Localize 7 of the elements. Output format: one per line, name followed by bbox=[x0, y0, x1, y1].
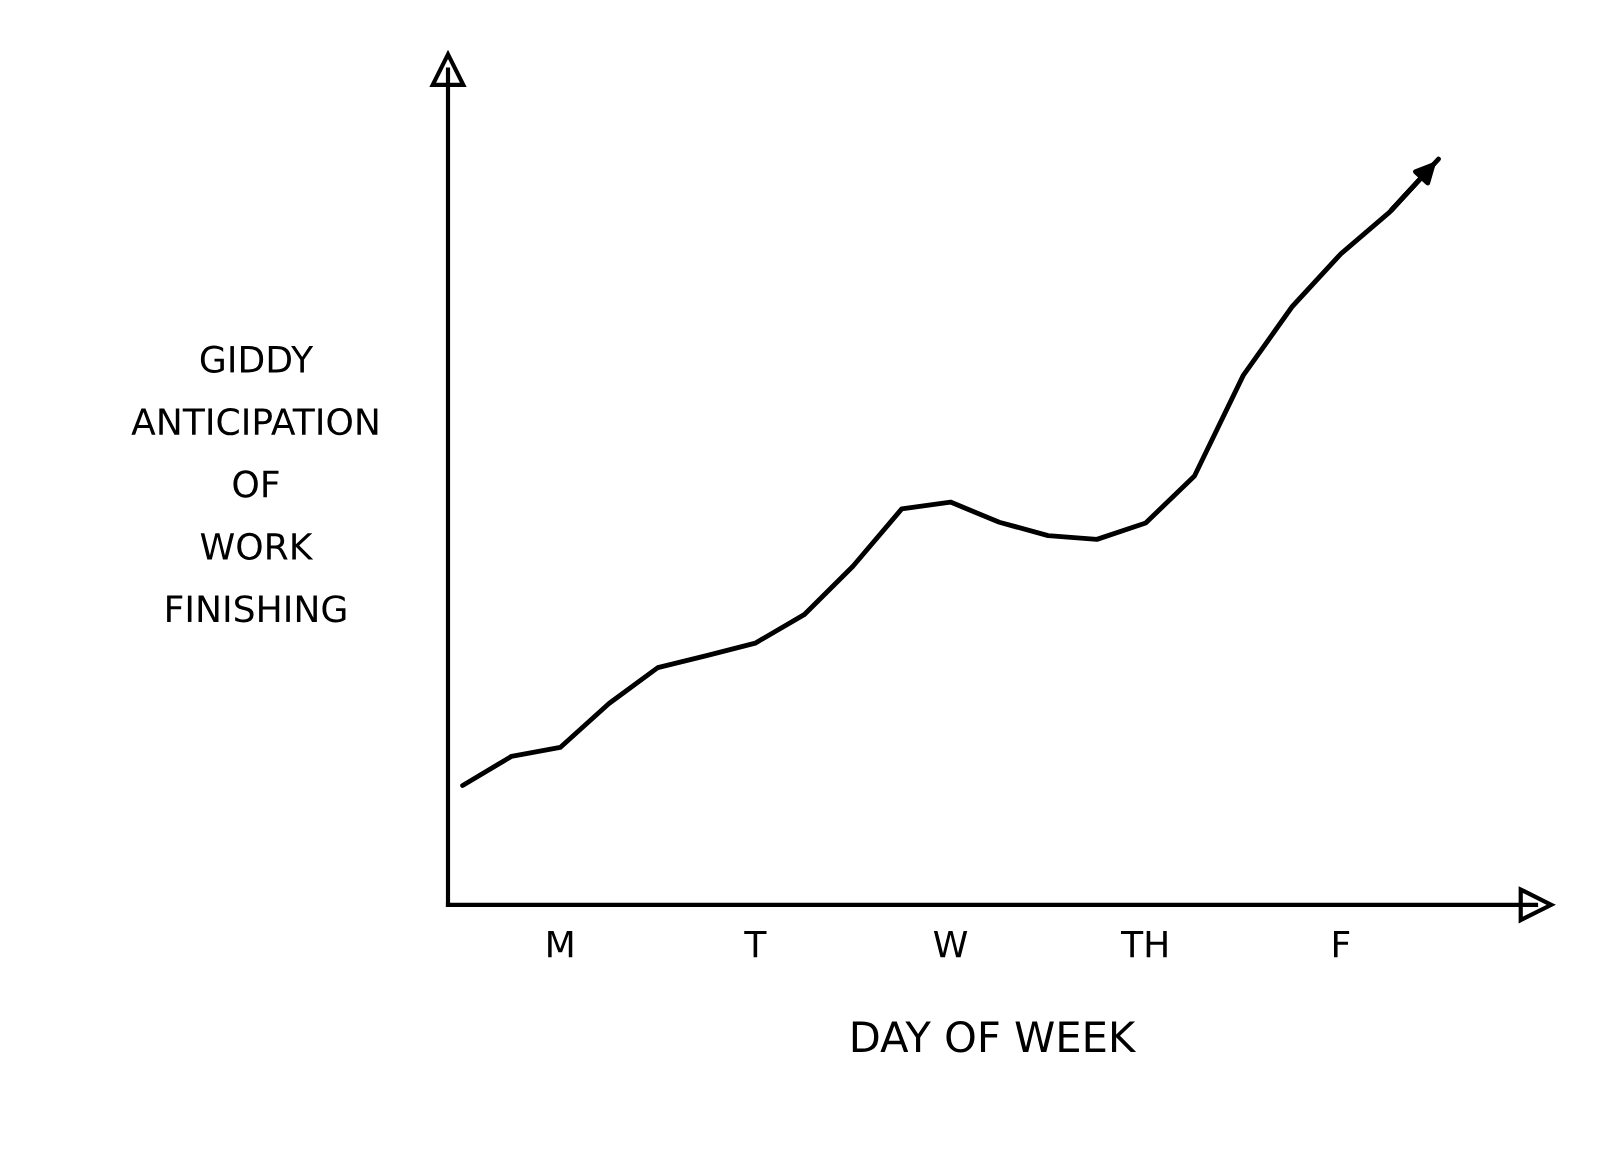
x-tick-label: T bbox=[744, 930, 767, 958]
y-axis-title: GIDDY ANTICIPATION OF WORK FINISHING bbox=[131, 345, 378, 623]
x-tick-label: TH bbox=[1120, 930, 1167, 958]
x-axis-title: DAY OF WEEK bbox=[852, 1021, 1137, 1053]
x-tick-label: F bbox=[1334, 930, 1350, 958]
x-tick-label: W bbox=[933, 930, 968, 958]
x-tick-label: M bbox=[548, 930, 573, 958]
